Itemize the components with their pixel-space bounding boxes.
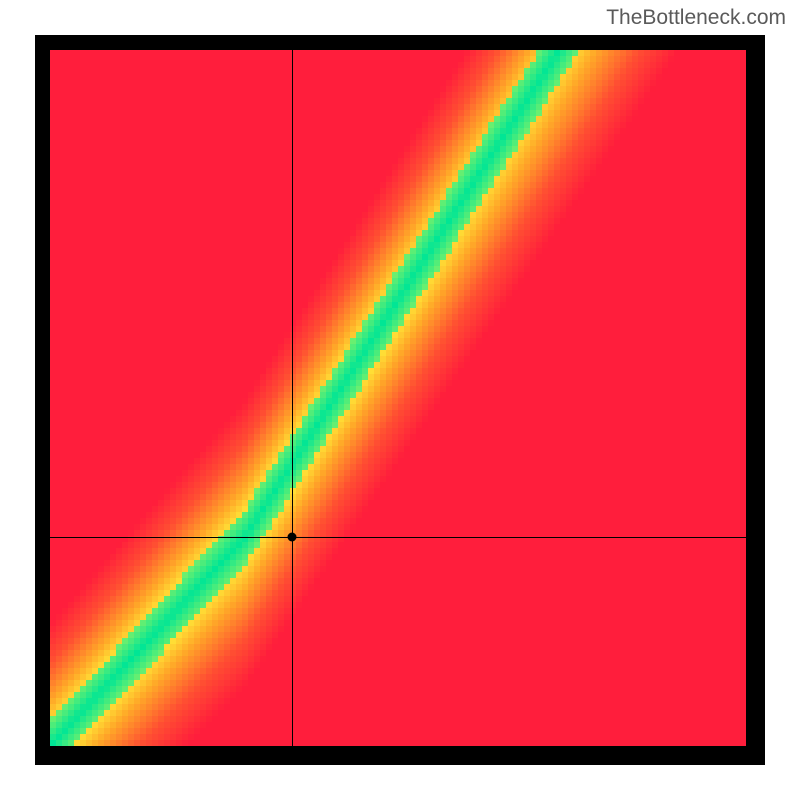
data-point-dot	[287, 532, 296, 541]
heatmap-canvas	[50, 50, 750, 750]
chart-container: TheBottleneck.com	[0, 0, 800, 800]
crosshair-horizontal	[50, 537, 750, 538]
watermark-text: TheBottleneck.com	[606, 6, 786, 30]
crosshair-vertical	[292, 50, 293, 750]
plot-border	[35, 35, 765, 765]
plot-area	[50, 50, 750, 750]
